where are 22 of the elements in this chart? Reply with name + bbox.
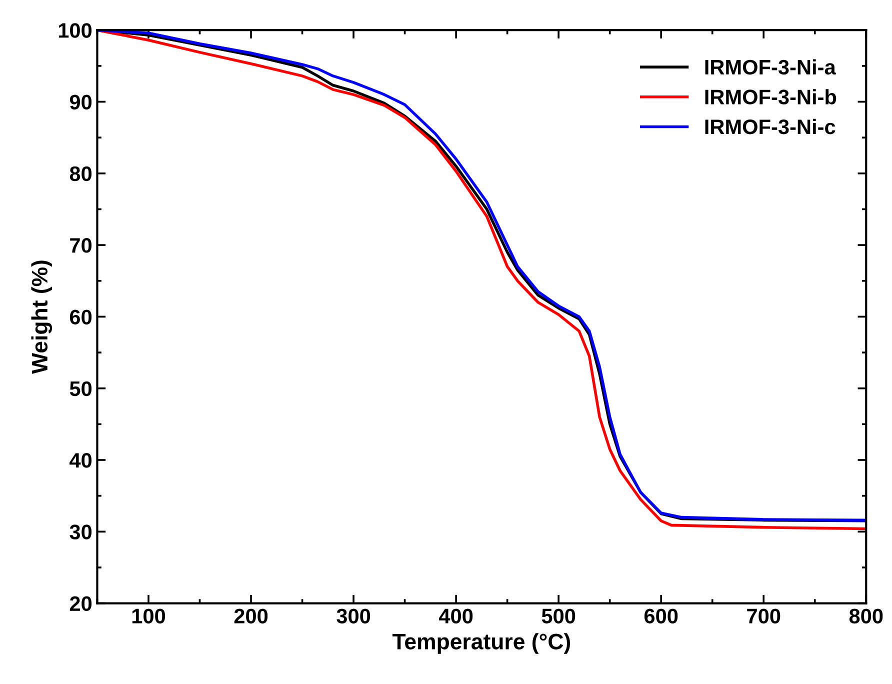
y-tick-label: 90: [70, 94, 92, 110]
x-axis-title: Temperature (°C): [392, 633, 570, 654]
x-tick-label: 200: [234, 608, 268, 624]
y-tick-label: 20: [70, 596, 92, 612]
x-tick-label: 500: [542, 608, 576, 624]
x-tick-label: 100: [132, 608, 166, 624]
legend-label: IRMOF-3-Ni-b: [705, 89, 836, 104]
y-tick-label: 30: [70, 524, 92, 540]
y-axis-title: Weight (%): [31, 260, 52, 374]
x-tick-label: 700: [747, 608, 780, 624]
x-tick-label: 800: [849, 608, 883, 624]
legend-label: IRMOF-3-Ni-c: [705, 118, 836, 134]
y-tick-label: 80: [70, 166, 92, 182]
y-tick-label: 50: [70, 381, 92, 396]
x-tick-label: 400: [438, 608, 473, 624]
y-tick-label: 70: [70, 238, 92, 253]
y-tick-label: 60: [70, 310, 92, 324]
y-tick-label: 100: [58, 23, 92, 38]
legend-label: IRMOF-3-Ni-a: [705, 59, 836, 75]
x-tick-label: 600: [644, 608, 678, 624]
y-tick-label: 40: [70, 452, 92, 468]
x-tick-label: 300: [336, 608, 370, 624]
